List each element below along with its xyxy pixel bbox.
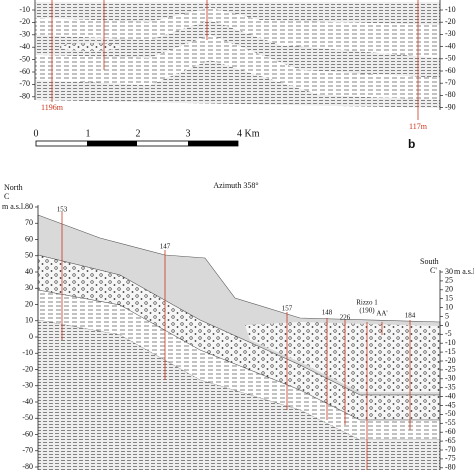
well-label: (190) (359, 307, 375, 315)
tick-label: -40 (22, 397, 33, 406)
tick-label: -60 (445, 427, 456, 436)
layer (35, 8, 440, 58)
tick-label: 50 (25, 251, 33, 260)
tick-label: -40 (445, 41, 456, 50)
tick-label: -65 (445, 436, 456, 445)
axis-unit: m a.s.l. (2, 202, 25, 211)
well-label: 184 (405, 312, 416, 320)
tick-label: -5 (445, 329, 452, 338)
tick-label: 20 (25, 299, 33, 308)
well-label: 153 (57, 206, 68, 214)
north-point: C (4, 192, 9, 201)
scale-label: 1 (86, 128, 91, 139)
tick-label: -20 (445, 356, 456, 365)
tick-label: 60 (25, 234, 33, 243)
layer (38, 320, 440, 470)
well-label: 147 (160, 243, 171, 251)
tick-label: 10 (445, 302, 453, 311)
tick-label: -20 (22, 364, 33, 373)
tick-label: -55 (445, 418, 456, 427)
bottom-section: Azimuth 358° North C m a.s.l. South C' m… (2, 181, 474, 470)
scale-bar: 0 1 2 3 4 Km b (34, 128, 416, 151)
layer (35, 35, 440, 100)
axis-unit: m a.s.l. (454, 267, 474, 276)
tick-label: -25 (445, 365, 456, 374)
tick-label: -20 (445, 17, 456, 26)
tick-label: -50 (19, 54, 30, 63)
tick-label: -10 (445, 5, 456, 14)
tick-label: 0 (445, 320, 449, 329)
tick-label: -70 (445, 445, 456, 454)
layer (245, 322, 440, 392)
tick-label: -80 (445, 90, 456, 99)
scale-label: 2 (136, 128, 141, 139)
tick-label: 15 (445, 294, 453, 303)
tick-label: -80 (19, 92, 30, 101)
tick-label: -35 (445, 383, 456, 392)
tick-label: -45 (445, 400, 456, 409)
tick-label: -10 (445, 338, 456, 347)
tick-label: 30 (25, 283, 33, 292)
scale-segment (87, 141, 137, 146)
north-label: North (4, 183, 23, 192)
well-label: 226 (340, 314, 351, 322)
top-section: 1196m 117m (34, 0, 441, 131)
tick-label: -30 (445, 374, 456, 383)
section-title: Azimuth 358° (213, 181, 258, 190)
lens (60, 43, 120, 51)
layer (35, 60, 440, 108)
tick-label: -40 (445, 391, 456, 400)
south-label: South (420, 257, 439, 266)
tick-label: -60 (19, 67, 30, 76)
tick-label: -30 (22, 381, 33, 390)
tick-label: 25 (445, 276, 453, 285)
tick-label: -20 (19, 17, 30, 26)
tick-label: -70 (19, 79, 30, 88)
tick-label: 40 (25, 267, 33, 276)
tick-label: -50 (445, 54, 456, 63)
layer (35, 2, 440, 25)
tick-label: 20 (445, 285, 453, 294)
tick-label: -40 (19, 42, 30, 51)
tick-label: -50 (22, 413, 33, 422)
tick-label: -50 (445, 409, 456, 418)
well-label: 117m (409, 122, 428, 131)
tick-label: 80 (25, 202, 33, 211)
well-label: 148 (322, 309, 333, 317)
tick-label: -80 (445, 463, 456, 472)
tick-label: 10 (25, 316, 33, 325)
tick-label: -15 (445, 347, 456, 356)
south-point: C' (430, 266, 437, 275)
tick-label: -80 (22, 462, 33, 471)
panel-label: b (408, 137, 415, 151)
well-label: 1196m (41, 103, 64, 112)
scale-label: 3 (186, 128, 191, 139)
tick-label: -70 (22, 446, 33, 455)
tick-label: 0 (29, 332, 33, 341)
well-label: AA' (376, 310, 387, 318)
well-label: Rizzo 1 (356, 299, 378, 307)
tick-label: -10 (22, 348, 33, 357)
layer (35, 20, 440, 78)
scale-segment (188, 141, 238, 146)
tick-label: -30 (445, 29, 456, 38)
tick-label: -75 (445, 454, 456, 463)
tick-label: -70 (445, 78, 456, 87)
tick-label: -60 (22, 429, 33, 438)
well-label: 157 (282, 305, 293, 313)
tick-label: 5 (445, 311, 449, 320)
scale-label: 4 Km (237, 128, 260, 139)
tick-label: -10 (19, 5, 30, 14)
scale-label: 0 (34, 128, 39, 139)
tick-label: 30 (445, 267, 453, 276)
tick-label: 70 (25, 218, 33, 227)
tick-label: -90 (445, 102, 456, 111)
tick-label: -60 (445, 66, 456, 75)
tick-label: -30 (19, 30, 30, 39)
